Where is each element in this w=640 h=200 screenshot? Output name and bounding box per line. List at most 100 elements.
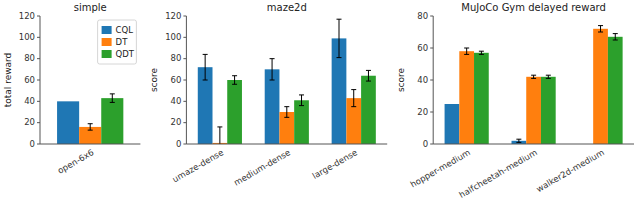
- bar: [294, 100, 309, 144]
- y-tick-label: 100: [19, 32, 35, 42]
- x-axis-line: [186, 144, 387, 145]
- panel: MuJoCo Gym delayed reward 0 20 40 60 80 score h…: [396, 2, 634, 200]
- marks: [198, 19, 376, 144]
- error-cap: [88, 123, 93, 124]
- legend-swatch: [102, 26, 112, 34]
- bar: [474, 53, 489, 144]
- error-cap: [366, 81, 371, 82]
- y-tick-label: 60: [417, 43, 428, 53]
- error-cap: [613, 40, 618, 41]
- y-tick-label: 120: [19, 11, 35, 21]
- legend-box: [98, 20, 137, 64]
- title: maze2d: [267, 2, 307, 13]
- error-cap: [598, 25, 603, 26]
- error-cap: [337, 19, 342, 20]
- error-line: [205, 54, 206, 80]
- error-cap: [337, 57, 342, 58]
- error-cap: [203, 80, 208, 81]
- error-line: [600, 26, 601, 32]
- y-tick-label: 40: [24, 96, 35, 106]
- error-cap: [546, 78, 551, 79]
- error-bar: [613, 34, 618, 40]
- error-bar: [479, 51, 484, 54]
- x-tick-label: medium-dense: [232, 147, 292, 187]
- bar: [361, 76, 376, 144]
- error-cap: [351, 106, 356, 107]
- panel: simple020406080100120total rewardopen-6x…: [3, 2, 140, 176]
- error-line: [90, 124, 91, 130]
- marks: [57, 94, 123, 144]
- y-tick-label: 40: [171, 96, 182, 106]
- error-bar: [598, 26, 603, 32]
- bar: [541, 77, 556, 144]
- legend-swatch: [102, 50, 112, 58]
- error-bar: [351, 90, 356, 107]
- error-cap: [270, 58, 275, 59]
- error-bar: [299, 95, 304, 106]
- error-cap: [464, 54, 469, 55]
- error-line: [368, 70, 369, 81]
- bar: [265, 69, 280, 144]
- title: MuJoCo Gym delayed reward: [461, 2, 606, 13]
- legend-swatch: [102, 38, 112, 46]
- error-cap: [479, 54, 484, 55]
- x-axis-line: [433, 144, 634, 145]
- x-tick-label: walker2d-medium: [534, 147, 605, 194]
- error-bar: [232, 76, 237, 85]
- error-cap: [366, 70, 371, 71]
- y-tick-label: 80: [24, 53, 35, 63]
- y-axis-line: [433, 16, 434, 144]
- y-tick-label: 20: [24, 117, 35, 127]
- bar: [593, 29, 608, 144]
- legend-label: CQL: [116, 25, 134, 35]
- error-bar: [110, 94, 115, 103]
- bar: [227, 80, 242, 144]
- title: simple: [74, 2, 107, 13]
- error-cap: [299, 94, 304, 95]
- error-cap: [464, 48, 469, 49]
- y-tick-label: 20: [171, 117, 182, 127]
- x-tick-label: large-dense: [311, 147, 360, 181]
- error-cap: [516, 142, 521, 143]
- error-cap: [284, 117, 289, 118]
- x-tick-label: halfcheetah-medium: [457, 147, 539, 200]
- error-cap: [203, 54, 208, 55]
- error-cap: [531, 78, 536, 79]
- panel: maze2d020406080100120scoreumaze-densemed…: [149, 2, 387, 188]
- marks: [445, 26, 623, 144]
- error-cap: [516, 139, 521, 140]
- error-cap: [110, 93, 115, 94]
- y-tick-label: 60: [171, 75, 182, 85]
- x-tick-label: umaze-dense: [171, 147, 226, 184]
- y-tick-label: 100: [165, 32, 181, 42]
- error-cap: [531, 75, 536, 76]
- error-line: [353, 90, 354, 107]
- y-axis-label: score: [396, 67, 406, 92]
- x-tick-label: hopper-medium: [408, 147, 472, 189]
- y-tick-label: 40: [417, 75, 428, 85]
- error-cap: [299, 105, 304, 106]
- y-axis-label: score: [149, 67, 159, 92]
- legend-label: QDT: [116, 49, 135, 59]
- error-bar: [217, 127, 222, 144]
- error-bar: [546, 75, 551, 78]
- legend: CQLDTQDT: [98, 20, 137, 64]
- error-bar: [203, 54, 208, 80]
- y-tick-label: 80: [171, 53, 182, 63]
- y-tick-label: 20: [417, 107, 428, 117]
- error-line: [272, 59, 273, 80]
- error-cap: [546, 75, 551, 76]
- y-tick-label: 0: [423, 139, 428, 149]
- x-axis-line: [40, 144, 140, 145]
- x-tick-label: open-6x6: [56, 147, 96, 176]
- error-cap: [217, 126, 222, 127]
- y-tick-label: 80: [417, 11, 428, 21]
- error-bar: [337, 19, 342, 57]
- y-tick-label: 120: [165, 11, 181, 21]
- error-cap: [110, 102, 115, 103]
- error-bar: [284, 107, 289, 118]
- error-line: [615, 34, 616, 40]
- y-axis-label: total reward: [3, 53, 13, 108]
- error-cap: [232, 84, 237, 85]
- error-cap: [479, 51, 484, 52]
